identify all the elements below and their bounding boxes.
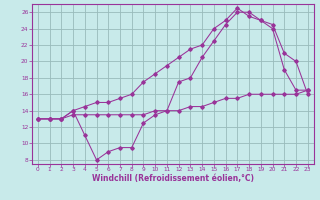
X-axis label: Windchill (Refroidissement éolien,°C): Windchill (Refroidissement éolien,°C) (92, 174, 254, 183)
